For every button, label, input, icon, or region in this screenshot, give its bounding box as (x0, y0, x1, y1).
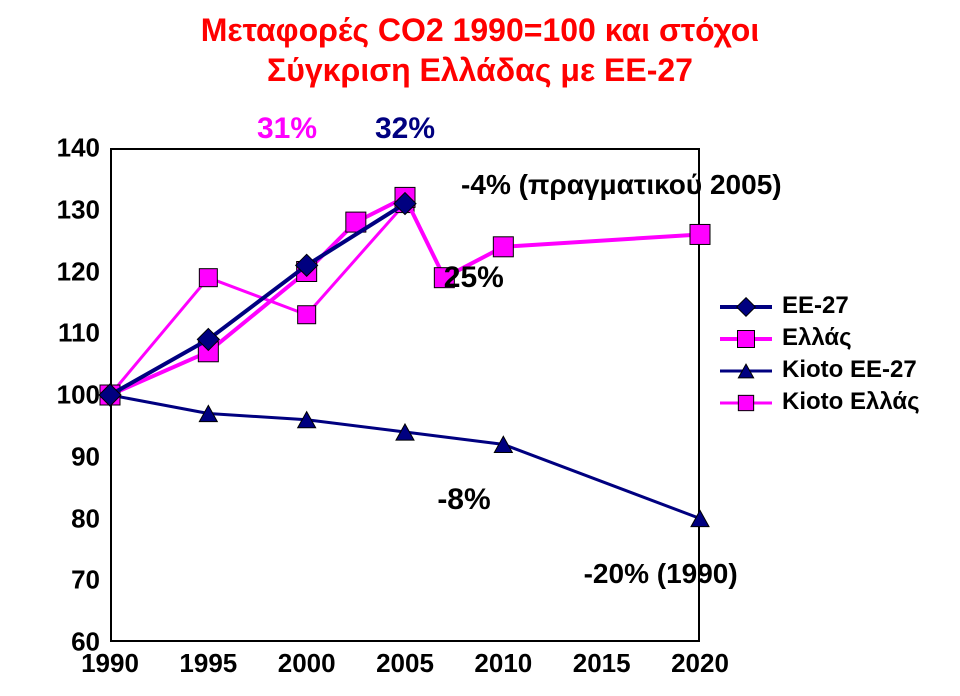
legend-label: ΕΕ-27 (782, 292, 849, 320)
legend-label: Kioto ΕΕ-27 (782, 356, 917, 384)
data-label: 31% (257, 112, 317, 146)
legend-swatch-ellas (720, 329, 772, 347)
legend-item: ΕΕ-27 (720, 292, 920, 320)
legend-label: Kioto Ελλάς (782, 388, 920, 416)
legend-swatch-ee27 (720, 297, 772, 315)
legend-item: Kioto ΕΕ-27 (720, 356, 920, 384)
legend: ΕΕ-27 Ελλάς Kioto ΕΕ-27 Kioto Ελλάς (720, 288, 920, 420)
data-label: 32% (375, 112, 435, 146)
legend-item: Kioto Ελλάς (720, 388, 920, 416)
data-label: 25% (444, 261, 504, 295)
legend-swatch-kioto_ee27 (720, 361, 772, 379)
legend-item: Ελλάς (720, 324, 920, 352)
data-label: -8% (437, 483, 490, 517)
data-label: -4% (πραγματικού 2005) (461, 169, 782, 201)
legend-swatch-kioto_ellas (720, 393, 772, 411)
legend-label: Ελλάς (782, 324, 852, 352)
data-label: -20% (1990) (584, 558, 738, 590)
